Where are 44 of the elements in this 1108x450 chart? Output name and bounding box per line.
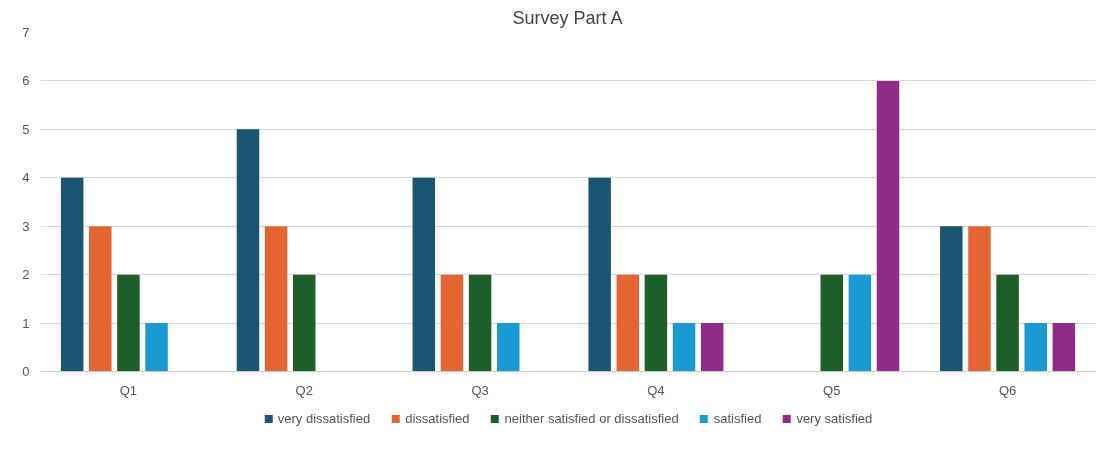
y-tick-label: 7 bbox=[22, 25, 30, 40]
legend-label: very dissatisfied bbox=[277, 410, 371, 426]
bar bbox=[1024, 323, 1047, 372]
bar bbox=[876, 80, 900, 372]
bar bbox=[440, 274, 464, 372]
bar bbox=[60, 177, 84, 372]
chart-title: Survey Part A bbox=[512, 7, 623, 28]
bar bbox=[145, 323, 168, 372]
y-tick-label: 5 bbox=[22, 121, 30, 137]
bar bbox=[996, 274, 1019, 372]
y-tick-label: 3 bbox=[22, 218, 30, 234]
x-tick-label: Q4 bbox=[647, 382, 665, 398]
bar bbox=[89, 226, 112, 372]
x-tick-label: Q5 bbox=[823, 382, 841, 398]
bar bbox=[616, 274, 640, 372]
bar bbox=[672, 323, 696, 372]
y-tick-label: 2 bbox=[22, 267, 30, 283]
bar bbox=[236, 129, 260, 372]
bar bbox=[848, 274, 872, 372]
bar bbox=[644, 274, 668, 372]
bar bbox=[820, 274, 843, 372]
bar bbox=[468, 274, 492, 372]
bar bbox=[264, 226, 288, 372]
bar bbox=[700, 323, 724, 372]
y-tick-label: 1 bbox=[22, 315, 30, 331]
bar bbox=[588, 177, 611, 372]
x-tick-label: Q6 bbox=[998, 382, 1017, 398]
y-tick-label: 0 bbox=[22, 364, 30, 379]
bar bbox=[412, 177, 436, 372]
legend-label: dissatisfied bbox=[405, 410, 470, 426]
legend-label: satisfied bbox=[713, 410, 762, 426]
bar bbox=[940, 226, 963, 372]
bar bbox=[496, 323, 520, 372]
y-tick-label: 4 bbox=[22, 170, 30, 186]
y-tick-label: 6 bbox=[22, 73, 30, 89]
bar bbox=[293, 274, 316, 372]
x-tick-label: Q2 bbox=[295, 382, 313, 398]
x-tick-label: Q3 bbox=[471, 382, 489, 398]
bar bbox=[117, 274, 140, 372]
bar bbox=[968, 226, 991, 372]
legend-label: very satisfied bbox=[796, 410, 873, 426]
bar bbox=[1052, 323, 1076, 372]
x-tick-label: Q1 bbox=[119, 382, 138, 398]
legend-label: neither satisfied or dissatisfied bbox=[504, 410, 679, 426]
